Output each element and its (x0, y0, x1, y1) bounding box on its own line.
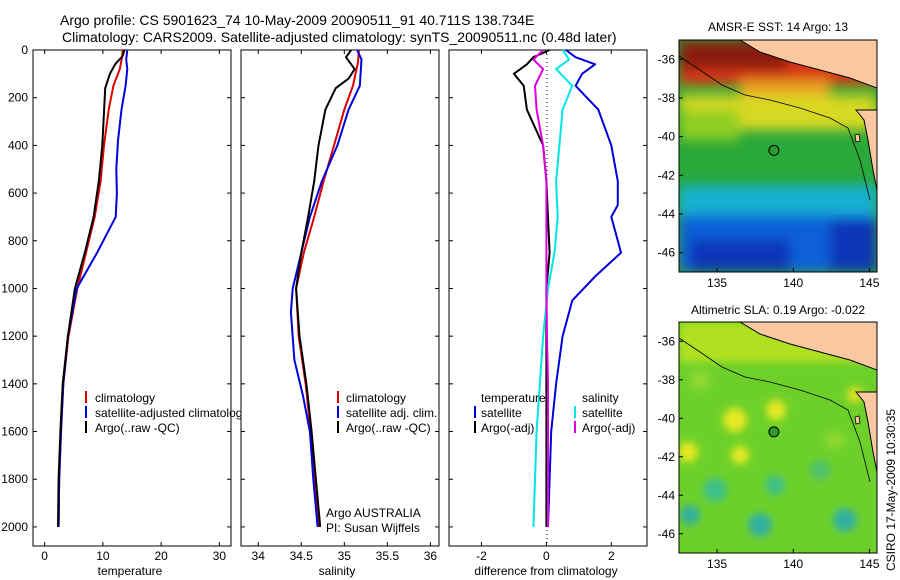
y-tick-label: 1400 (1, 377, 28, 391)
x-tick-label: 35.5 (376, 549, 400, 563)
x-tick-label: 0 (41, 549, 48, 563)
map-x-tick-label: 135 (707, 276, 727, 290)
legend-label-climatology: climatology (95, 391, 155, 405)
sst-map-title: AMSR-E SST: 14 Argo: 13 (708, 20, 848, 34)
x-tick-label: 30 (213, 549, 227, 563)
map-x-tick-label: 135 (707, 557, 727, 571)
x-tick-label: 34.5 (290, 549, 314, 563)
map-y-tick-label: -42 (658, 168, 676, 182)
sst-map-panel: AMSR-E SST: 14 Argo: 13 135 140 145 -36 -38 -… (658, 20, 880, 290)
legend-title-temperature: temperature (481, 391, 546, 405)
map-x-tick-label: 145 (859, 276, 879, 290)
temperature-panel: 0 10 20 30 0 200 400 600 800 1000 1200 1400 1600 1800… (1, 43, 248, 578)
map-x-tick-label: 145 (859, 557, 879, 571)
map-x-tick-label: 140 (783, 276, 803, 290)
sla-map-frame (678, 321, 878, 554)
y-tick-label: 1600 (1, 425, 28, 439)
map-y-tick-label: -38 (658, 373, 676, 387)
sst-map-axis: 135 140 145 -36 -38 -40 -42 -44 -46 (658, 52, 880, 290)
temperature-legend: climatology satellite-adjusted climatolo… (85, 391, 248, 435)
legend-label-sal-argo: Argo(-adj) (582, 421, 635, 435)
legend-label-argo: Argo(..raw -QC) (346, 421, 431, 435)
sla-argo-location-marker (768, 426, 780, 438)
x-tick-label: 36 (424, 549, 438, 563)
y-tick-label: 2000 (1, 520, 28, 534)
x-tick-label: 20 (154, 549, 168, 563)
legend-label-argo: Argo(..raw -QC) (95, 421, 180, 435)
temperature-series (57, 49, 129, 527)
figure-title-line2: Climatology: CARS2009. Satellite-adjuste… (62, 29, 617, 45)
salinity-xlabel: salinity (319, 564, 356, 578)
map-x-tick-label: 140 (783, 557, 803, 571)
x-tick-label: 34 (252, 549, 266, 563)
salinity-legend: climatology satellite adj. clim. Argo(..… (337, 391, 437, 435)
x-tick-label: -2 (476, 549, 487, 563)
difference-series (512, 49, 622, 527)
difference-panel: -2 0 2 difference from climatology tempera… (448, 49, 648, 578)
legend-label-temp-argo: Argo(-adj) (481, 421, 534, 435)
series-line-1-2 (295, 49, 356, 527)
x-tick-label: 35 (338, 549, 352, 563)
map-y-tick-label: -44 (658, 207, 676, 221)
difference-axis: -2 0 2 (449, 49, 647, 563)
sla-map-axis: 135 140 145 -36 -38 -40 -42 -44 -46 (658, 334, 880, 571)
map-y-tick-label: -38 (658, 91, 676, 105)
map-y-tick-label: -42 (658, 450, 676, 464)
principal-investigator-label: PI: Susan Wijffels (326, 521, 420, 535)
temperature-plot-frame (32, 49, 232, 547)
argo-program-label: Argo AUSTRALIA (326, 506, 421, 520)
map-y-tick-label: -36 (658, 334, 676, 348)
y-tick-label: 0 (21, 43, 28, 57)
salinity-series (289, 49, 363, 527)
map-y-tick-label: -46 (658, 246, 676, 260)
sst-argo-location-marker (768, 144, 780, 156)
sla-map-panel: Altimetric SLA: 0.19 Argo: -0.022 (658, 303, 880, 571)
legend-title-salinity: salinity (582, 391, 619, 405)
legend-label-temp-satellite: satellite (481, 406, 522, 420)
series-line-0-2 (57, 49, 126, 527)
y-tick-label: 600 (8, 186, 28, 200)
legend-label-satellite: satellite-adjusted climatology (95, 406, 248, 420)
map-y-tick-label: -40 (658, 411, 676, 425)
temperature-axis: 0 10 20 30 0 200 400 600 800 1000 1200 1400 1600 1800… (1, 43, 231, 563)
legend-label-satellite: satellite adj. clim. (346, 406, 437, 420)
map-y-tick-label: -36 (658, 52, 676, 66)
figure-title-line1: Argo profile: CS 5901623_74 10-May-2009 … (60, 12, 534, 28)
salinity-panel: 34 34.5 35 35.5 36 salinity climatology sate… (240, 49, 440, 578)
sla-map-title: Altimetric SLA: 0.19 Argo: -0.022 (691, 303, 865, 317)
y-tick-label: 1000 (1, 281, 28, 295)
series-line-2-3 (532, 49, 549, 527)
x-tick-label: 0 (543, 549, 550, 563)
y-tick-label: 200 (8, 91, 28, 105)
map-y-tick-label: -46 (658, 527, 676, 541)
x-tick-label: 2 (608, 549, 615, 563)
series-line-2-0 (547, 49, 622, 527)
y-tick-label: 1800 (1, 472, 28, 486)
map-y-tick-label: -44 (658, 488, 676, 502)
series-line-2-2 (532, 49, 574, 527)
temperature-xlabel: temperature (98, 564, 163, 578)
x-tick-label: 10 (96, 549, 110, 563)
y-tick-label: 800 (8, 234, 28, 248)
map-y-tick-label: -40 (658, 130, 676, 144)
difference-xlabel: difference from climatology (474, 564, 617, 578)
credit-timestamp: CSIRO 17-May-2009 10:30:35 (884, 409, 898, 571)
salinity-axis: 34 34.5 35 35.5 36 (241, 49, 439, 563)
legend-label-sal-satellite: satellite (582, 406, 623, 420)
sst-map-field (679, 40, 877, 272)
legend-label-climatology: climatology (346, 391, 406, 405)
sst-map-frame (678, 39, 878, 273)
sla-map-field (679, 322, 877, 553)
y-tick-label: 400 (8, 138, 28, 152)
y-tick-label: 1200 (1, 329, 28, 343)
difference-legend: temperature satellite Argo(-adj) salinit… (474, 391, 635, 435)
salinity-plot-frame (240, 49, 440, 547)
